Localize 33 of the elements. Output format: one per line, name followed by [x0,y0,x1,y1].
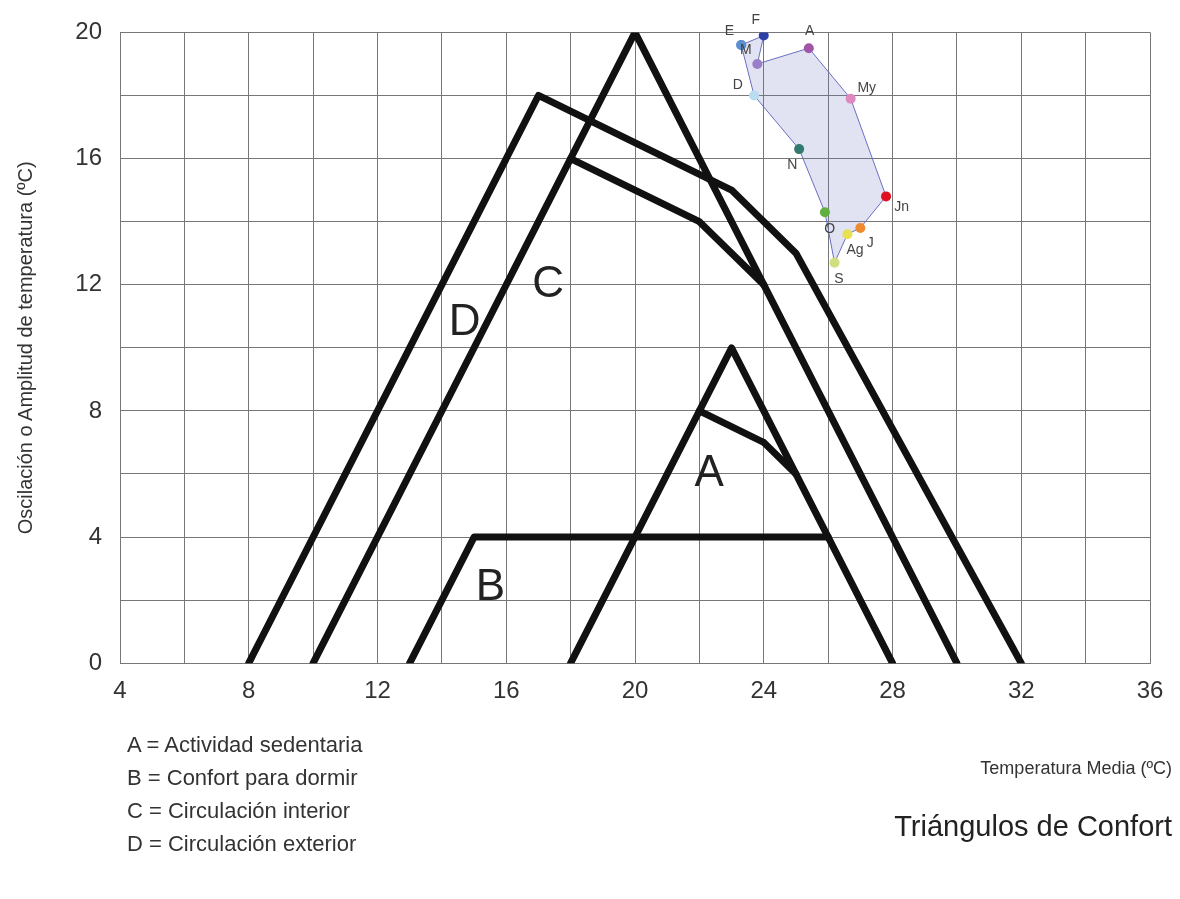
text: C = Circulación interior [127,797,352,825]
y-tick-label: 16 [75,143,102,171]
data-label: F [751,10,761,27]
data-label: J [866,233,874,250]
x-axis-title: Temperatura Media (ºC) [980,758,1172,779]
x-tick-label: 32 [1007,676,1035,704]
y-axis-title: Oscilación o Amplitud de temperatura (ºC) [13,161,36,535]
data-label: Ag [846,240,864,257]
x-tick-label: 20 [621,676,649,704]
y-tick-label: 20 [75,17,102,45]
x-tick-label: 4 [113,676,127,704]
y-tick-label: 4 [88,521,102,549]
text: D = Circulación exterior [127,830,358,858]
text: B = Confort para dormir [127,764,359,792]
x-tick-label: 24 [750,676,778,704]
x-tick-label: 8 [242,676,256,704]
y-tick-label: 0 [88,647,102,675]
x-tick-label: 28 [879,676,906,704]
y-tick-label: 8 [88,395,102,423]
data-label: M [739,40,752,57]
text: A = Actividad sedentaria [127,731,363,759]
x-tick-label: 36 [1136,676,1164,704]
x-tick-label: 12 [364,676,391,704]
data-label: My [857,79,877,96]
data-label: N [787,155,798,172]
y-tick-label: 12 [75,269,102,297]
data-label: Jn [894,197,910,214]
series-label: D [448,294,481,344]
data-label: S [834,270,844,287]
text: Triángulos de Confort [894,810,1172,843]
data-label: D [732,76,743,93]
series-label: B [475,559,505,609]
x-tick-label: 16 [492,676,520,704]
